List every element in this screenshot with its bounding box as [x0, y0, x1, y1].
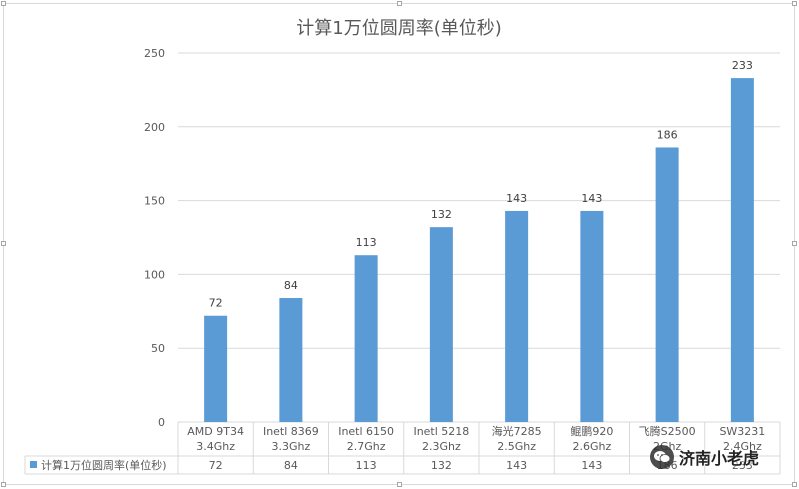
bar: [580, 210, 604, 422]
data-labels: 72 84 113 132 143 143 186 233: [209, 59, 753, 310]
data-label: 233: [732, 59, 753, 72]
category-label-freq: 2.7Ghz: [347, 440, 386, 453]
table-value-cell: 84: [284, 459, 298, 472]
bar: [429, 227, 453, 422]
data-label: 113: [356, 236, 377, 249]
category-label-name: 飞腾S2500: [639, 424, 696, 438]
category-label-name: SW3231: [719, 425, 765, 438]
category-label-name: AMD 9T34: [187, 425, 244, 438]
y-tick-label: 250: [144, 47, 165, 60]
watermark: 济南小老虎: [650, 440, 790, 474]
data-label: 186: [657, 128, 678, 141]
category-label-name: Inetl 5218: [413, 425, 469, 438]
bar: [204, 315, 228, 422]
data-table: AMD 9T34 3.4Ghz 72 Inetl 8369 3.3Ghz 84 Inetl …: [24, 422, 781, 475]
category-label-freq: 3.4Ghz: [196, 440, 235, 453]
bar: [279, 298, 303, 422]
resize-handle-middle-left[interactable]: [1, 241, 6, 246]
data-label: 143: [581, 192, 602, 205]
category-label-freq: 3.3Ghz: [271, 440, 310, 453]
data-label: 132: [431, 208, 452, 221]
bars: [204, 78, 754, 423]
resize-handle-top-right[interactable]: [792, 1, 797, 6]
resize-handle-top-left[interactable]: [1, 1, 6, 6]
y-tick-label: 200: [144, 121, 165, 134]
data-label: 143: [506, 192, 527, 205]
table-value-cell: 143: [506, 459, 527, 472]
y-tick-label: 100: [144, 268, 165, 281]
resize-handle-top-center[interactable]: [397, 1, 402, 6]
category-label-name: Inetl 8369: [263, 425, 319, 438]
legend-key: [30, 461, 37, 468]
gridlines: [178, 52, 780, 423]
table-series-label: 计算1万位圆周率(单位秒): [41, 458, 167, 472]
wechat-icon: [650, 445, 674, 469]
table-value-cell: 143: [581, 459, 602, 472]
y-axis-ticks: 0 50 100 150 200 250: [144, 47, 165, 429]
category-label-name: 鲲鹏920: [570, 424, 613, 438]
y-tick-label: 150: [144, 195, 165, 208]
bar: [354, 255, 378, 422]
category-label-name: Inetl 6150: [338, 425, 394, 438]
chart-title: 计算1万位圆周率(单位秒): [296, 18, 502, 39]
bar: [655, 147, 679, 423]
data-label: 72: [209, 297, 223, 310]
table-value-cell: 233: [732, 459, 753, 472]
category-label-name: 海光7285: [492, 424, 542, 438]
table-value-cell: 132: [431, 459, 452, 472]
bar: [505, 210, 529, 422]
category-label-freq: 2.3Ghz: [422, 440, 461, 453]
category-label-freq: 2.6Ghz: [572, 440, 611, 453]
bar: [730, 78, 754, 422]
watermark-text: 济南小老虎: [679, 449, 760, 468]
data-label: 84: [284, 279, 298, 292]
resize-handle-bottom-right[interactable]: [792, 482, 797, 487]
category-label-freq: 2.5Ghz: [497, 440, 536, 453]
resize-handle-middle-right[interactable]: [792, 241, 797, 246]
y-tick-label: 0: [158, 416, 165, 429]
category-label-freq: 2.4Ghz: [723, 440, 762, 453]
table-value-cell: 72: [209, 459, 223, 472]
resize-handle-bottom-center[interactable]: [397, 482, 402, 487]
y-tick-label: 50: [151, 342, 165, 355]
resize-handle-bottom-left[interactable]: [1, 482, 6, 487]
table-value-cell: 113: [356, 459, 377, 472]
